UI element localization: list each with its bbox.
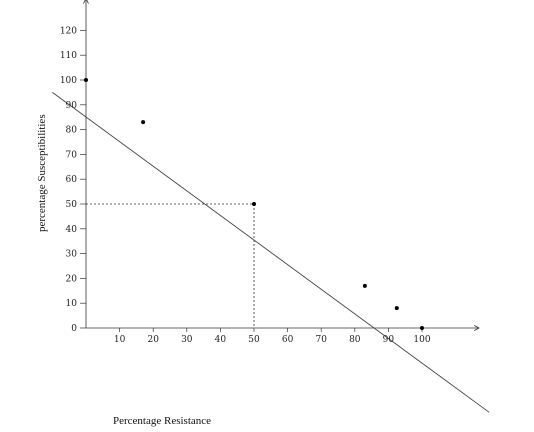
trend-line-group (52, 92, 490, 413)
x-tick-label: 10 (114, 335, 126, 345)
y-axis-title: percentage Susceptibilities (36, 114, 48, 232)
y-tick-label: 60 (66, 175, 78, 185)
x-tick-label: 100 (413, 335, 430, 345)
data-point (84, 78, 88, 82)
x-tick-label: 40 (215, 335, 227, 345)
trend-line (52, 92, 490, 413)
data-point (420, 326, 424, 330)
x-tick-label: 30 (181, 335, 193, 345)
y-tick-label: 120 (60, 26, 77, 36)
y-axis-arrow (83, 0, 89, 4)
y-tick-label: 30 (66, 250, 78, 260)
y-tick-label: 110 (60, 51, 77, 61)
y-tick-label: 0 (71, 324, 77, 334)
x-tick-label: 80 (349, 335, 361, 345)
y-tick-label: 40 (66, 225, 78, 235)
y-tick-label: 80 (66, 126, 78, 136)
x-tick-labels: 10 20 30 40 50 60 70 80 90 100 (114, 335, 431, 345)
axes (80, 0, 480, 332)
data-point (362, 283, 367, 288)
x-tick-label: 70 (315, 335, 327, 345)
x-tick-label: 60 (282, 335, 294, 345)
y-tick-label: 90 (66, 101, 78, 111)
data-point (394, 306, 399, 311)
y-tick-label: 20 (66, 274, 78, 284)
x-axis-arrow (473, 325, 480, 331)
data-points (84, 78, 424, 330)
data-point (141, 120, 146, 125)
x-tick-label: 90 (383, 335, 395, 345)
data-point (252, 202, 256, 206)
x-axis-title: Percentage Resistance (113, 415, 211, 427)
y-tick-label: 50 (66, 200, 78, 210)
y-tick-label: 100 (60, 76, 77, 86)
reference-lines (86, 203, 255, 328)
x-tick-label: 50 (248, 335, 260, 345)
y-tick-label: 70 (66, 150, 78, 160)
x-tick-label: 20 (147, 335, 159, 345)
y-tick-label: 10 (66, 299, 78, 309)
y-tick-labels: 0 10 20 30 40 50 60 70 80 90 100 110 120 (60, 26, 77, 334)
